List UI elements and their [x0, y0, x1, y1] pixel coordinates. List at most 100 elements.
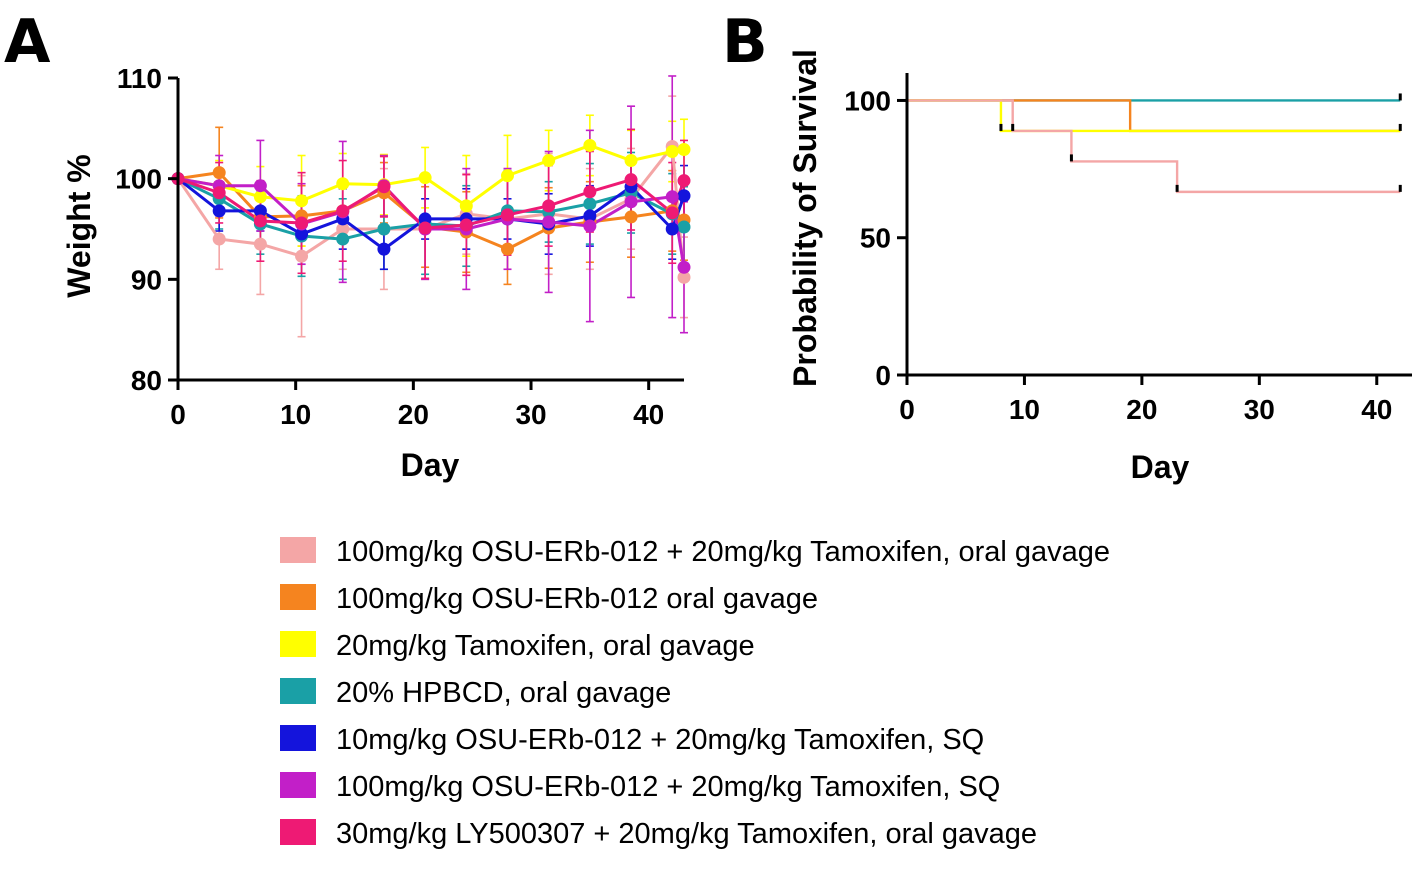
weight-series-7-point — [377, 180, 391, 194]
legend-swatch — [280, 678, 316, 704]
weight-series-7-point — [665, 206, 679, 220]
legend-item-30mg-kg-ly500307-20mg-kg-tamoxifen-oral-: 30mg/kg LY500307 + 20mg/kg Tamoxifen, or… — [280, 818, 1037, 850]
weight-series-7-point — [459, 218, 473, 232]
weight-series-4-point — [336, 232, 350, 246]
weight-series-3-point — [542, 154, 556, 168]
weight-series-1-point — [212, 232, 226, 246]
weight-y-ticks: 80 90 100 110 — [115, 63, 178, 396]
weight-series-5-point — [583, 209, 597, 223]
weight-y-tick-label: 100 — [115, 164, 162, 195]
weight-series-5-point — [295, 227, 309, 241]
weight-series-4-line — [177, 177, 686, 241]
weight-series-4-point — [583, 197, 597, 211]
weight-y-tick-label: 110 — [117, 63, 162, 94]
weight-series-7-point — [500, 208, 514, 222]
legend-swatch — [280, 537, 316, 563]
survival-series-4-step-line — [907, 99, 1401, 194]
weight-series-3-point — [295, 194, 309, 208]
weight-series-5-point — [253, 204, 267, 218]
weight-x-tick-label: 40 — [633, 399, 664, 430]
weight-series-2-point — [500, 242, 514, 256]
legend-item-10mg-kg-osu-erb-012-20mg-kg-tamoxifen-sq: 10mg/kg OSU-ERb-012 + 20mg/kg Tamoxifen,… — [280, 724, 984, 756]
weight-y-axis-title: Weight % — [61, 154, 97, 297]
weight-series-6-point — [253, 179, 267, 193]
weight-series-7-point — [212, 186, 226, 200]
weight-series-4-point — [677, 220, 691, 234]
weight-series-1-line — [176, 144, 686, 278]
legend-label: 100mg/kg OSU-ERb-012 + 20mg/kg Tamoxifen… — [336, 771, 1000, 803]
weight-series-7-point — [336, 204, 350, 218]
legend-item-20mg-kg-tamoxifen-oral-gavage: 20mg/kg Tamoxifen, oral gavage — [280, 630, 755, 662]
panel-a-label: A — [4, 7, 51, 77]
weight-series-3-point — [583, 138, 597, 152]
weight-x-tick-label: 0 — [170, 399, 186, 430]
weight-y-tick-label: 90 — [131, 264, 162, 295]
survival-series-steps — [907, 99, 1401, 194]
weight-series-5-point — [377, 242, 391, 256]
weight-series-5-point — [418, 212, 432, 226]
survival-y-tick-label: 100 — [844, 85, 891, 116]
weight-series-2-point — [212, 166, 226, 180]
weight-series-lines — [176, 143, 686, 278]
weight-series-7-point — [253, 214, 267, 228]
survival-x-tick-label: 0 — [899, 394, 915, 425]
weight-series-6-point — [677, 260, 691, 274]
legend-item-20-hpbcd-oral-gavage: 20% HPBCD, oral gavage — [280, 677, 671, 709]
weight-x-tick-label: 30 — [515, 399, 546, 430]
weight-series-7-point — [295, 216, 309, 230]
weight-series-3-point — [418, 171, 432, 185]
survival-y-tick-label: 0 — [875, 360, 891, 391]
survival-x-ticks: 0 10 20 30 40 — [899, 375, 1392, 425]
legend-swatch — [280, 772, 316, 798]
weight-series-5-point — [212, 204, 226, 218]
weight-x-axis-title: Day — [401, 447, 460, 483]
survival-y-ticks: 0 50 100 — [844, 85, 907, 391]
weight-x-tick-label: 10 — [280, 399, 311, 430]
legend-item-100mg-kg-osu-erb-012-20mg-kg-tamoxifen-s: 100mg/kg OSU-ERb-012 + 20mg/kg Tamoxifen… — [280, 771, 1000, 803]
legend-item-100mg-kg-osu-erb-012-20mg-kg-tamoxifen-o: 100mg/kg OSU-ERb-012 + 20mg/kg Tamoxifen… — [280, 536, 1110, 568]
weight-series-7-point — [624, 173, 638, 187]
weight-series-3-point — [336, 177, 350, 191]
legend-label: 100mg/kg OSU-ERb-012 oral gavage — [336, 583, 818, 615]
weight-series-1-point — [677, 270, 691, 284]
survival-x-tick-label: 20 — [1126, 394, 1157, 425]
weight-series-6-point — [665, 190, 679, 204]
weight-series-1-point — [253, 237, 267, 251]
weight-series-3-point — [624, 154, 638, 168]
legend-label: 100mg/kg OSU-ERb-012 + 20mg/kg Tamoxifen… — [336, 536, 1110, 568]
weight-series-4-point — [377, 222, 391, 236]
weight-series-3-point — [665, 144, 679, 158]
weight-series-5-line — [177, 177, 686, 251]
weight-series-5-point — [677, 189, 691, 203]
legend-label: 30mg/kg LY500307 + 20mg/kg Tamoxifen, or… — [336, 818, 1037, 850]
survival-y-tick-label: 50 — [860, 223, 891, 254]
weight-x-ticks: 0 10 20 30 40 — [170, 380, 664, 430]
weight-series-1-point — [336, 222, 350, 236]
legend-swatch — [280, 819, 316, 845]
survival-censor-marks — [999, 93, 1402, 192]
legend-label: 20mg/kg Tamoxifen, oral gavage — [336, 630, 755, 662]
weight-series-6-point — [583, 219, 597, 233]
survival-chart: 0 50 100 0 10 20 30 40 Day Probability of Surv… — [787, 49, 1412, 485]
weight-series-5-point — [665, 222, 679, 236]
legend-swatch — [280, 631, 316, 657]
legend-label: 10mg/kg OSU-ERb-012 + 20mg/kg Tamoxifen,… — [336, 724, 984, 756]
weight-series-3-point — [253, 190, 267, 204]
weight-series-7-point — [418, 221, 432, 235]
legend-swatch — [280, 725, 316, 751]
weight-series-3-point — [500, 169, 514, 183]
survival-x-tick-label: 40 — [1361, 394, 1392, 425]
legend-item-100mg-kg-osu-erb-012-oral-gavage: 100mg/kg OSU-ERb-012 oral gavage — [280, 583, 818, 615]
weight-series-3-point — [459, 199, 473, 213]
survival-x-tick-label: 30 — [1244, 394, 1275, 425]
weight-series-6-point — [542, 215, 556, 229]
weight-series-7-point — [542, 199, 556, 213]
weight-x-tick-label: 20 — [398, 399, 429, 430]
panel-b-label: B — [722, 7, 768, 77]
weight-series-3-line — [177, 143, 685, 208]
legend: 100mg/kg OSU-ERb-012 + 20mg/kg Tamoxifen… — [280, 536, 1110, 850]
legend-label: 20% HPBCD, oral gavage — [336, 677, 671, 709]
survival-x-tick-label: 10 — [1009, 394, 1040, 425]
weight-series-2-point — [624, 210, 638, 224]
